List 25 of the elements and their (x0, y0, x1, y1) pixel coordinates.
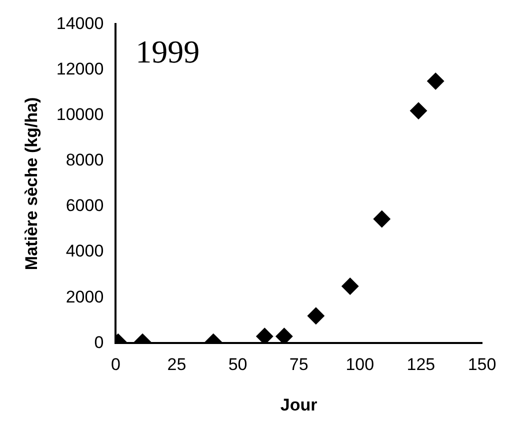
x-axis-title: Jour (280, 395, 318, 414)
x-tick-label: 150 (468, 355, 496, 374)
point (427, 72, 444, 90)
x-tick-label: 125 (406, 355, 436, 374)
y-tick-label: 10000 (56, 105, 104, 124)
point (373, 210, 390, 228)
x-tick-label: 25 (167, 355, 186, 374)
x-tick-label: 0 (110, 355, 120, 374)
x-tick-label: 75 (289, 355, 308, 374)
y-tick-label: 4000 (66, 242, 104, 261)
point (410, 102, 428, 120)
point (307, 307, 324, 324)
y-tick-label: 12000 (56, 59, 104, 78)
y-tick-label: 6000 (66, 196, 104, 216)
y-axis-title: Matière sèche (kg/ha) (22, 97, 41, 270)
x-tick-label: 50 (228, 355, 248, 374)
y-tick-label: 2000 (66, 287, 104, 306)
point (342, 278, 359, 295)
y-tick-label: 8000 (66, 150, 104, 170)
y-tick-label: 14000 (56, 14, 104, 33)
annotation: 1999 (136, 34, 200, 70)
point (256, 328, 274, 344)
point (276, 328, 293, 344)
x-tick-label: 100 (346, 355, 374, 374)
y-tick-label: 0 (94, 332, 104, 352)
